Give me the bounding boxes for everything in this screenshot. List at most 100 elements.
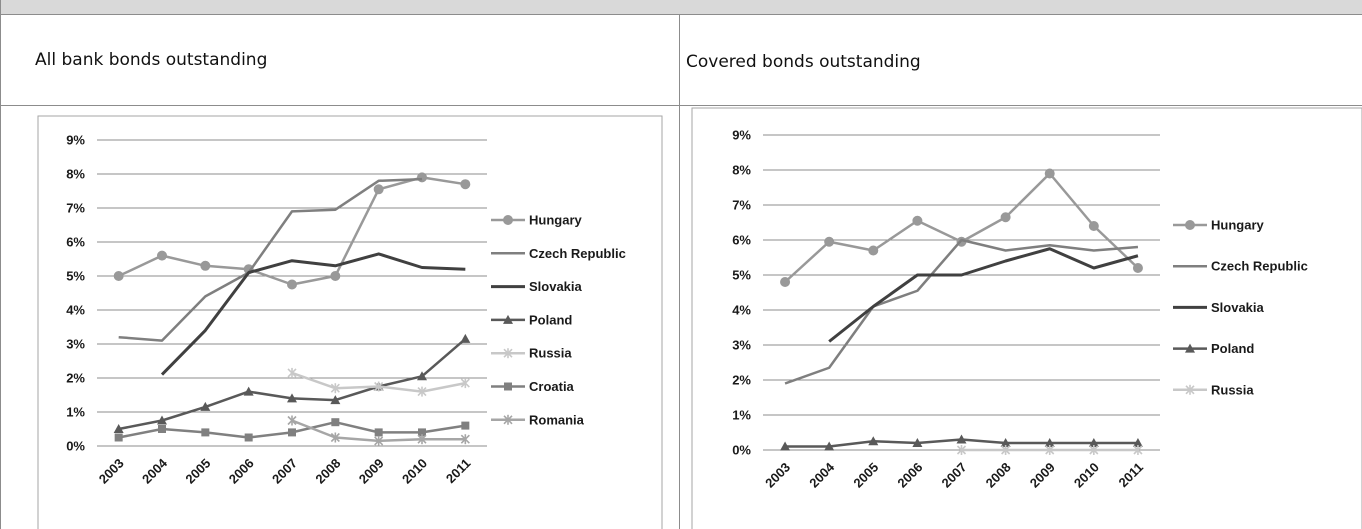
right-series-russia-point bbox=[956, 445, 967, 455]
left-legend-croatia: Croatia bbox=[491, 379, 575, 394]
left-series-hungary bbox=[113, 172, 471, 290]
right-series-slovakia-line bbox=[828, 247, 1139, 343]
right-series-hungary-point bbox=[868, 245, 879, 256]
left-series-slovakia-line bbox=[160, 252, 466, 376]
left-series-croatia-point bbox=[158, 425, 166, 433]
left-series-romania bbox=[287, 415, 470, 446]
left-series-croatia-point bbox=[244, 433, 253, 442]
right-series-hungary-point bbox=[1132, 263, 1143, 273]
left-series-poland-point bbox=[330, 395, 341, 405]
right-series-poland-point bbox=[1000, 438, 1011, 447]
left-series-czech-republic-line bbox=[118, 177, 423, 342]
right-series-poland bbox=[780, 434, 1143, 451]
right-legend-hungary-marker bbox=[1185, 220, 1195, 230]
left-y-tick-label: 9% bbox=[66, 133, 85, 148]
left-y-tick-label: 0% bbox=[66, 439, 85, 454]
left-y-tick-label: 6% bbox=[66, 235, 85, 250]
left-series-croatia-point bbox=[331, 418, 340, 427]
left-series-croatia-point bbox=[288, 428, 296, 437]
left-legend-romania-label: Romania bbox=[529, 412, 585, 427]
left-y-tick-label: 3% bbox=[66, 337, 85, 352]
right-legend-czech-republic-label: Czech Republic bbox=[1211, 259, 1308, 274]
right-y-tick-label: 9% bbox=[732, 128, 751, 143]
left-legend-poland-label: Poland bbox=[529, 312, 572, 327]
right-series-poland-point bbox=[1132, 438, 1143, 447]
left-series-hungary-point bbox=[200, 260, 211, 271]
right-y-tick-label: 8% bbox=[732, 163, 751, 178]
left-legend-croatia-marker bbox=[504, 382, 512, 391]
right-legend-poland-label: Poland bbox=[1211, 341, 1254, 356]
left-legend-slovakia: Slovakia bbox=[491, 279, 583, 294]
left-panel-title: All bank bonds outstanding bbox=[35, 50, 268, 70]
right-y-tick-label: 4% bbox=[732, 303, 751, 318]
right-series-czech-republic-line bbox=[784, 238, 1139, 385]
left-series-poland-point bbox=[417, 371, 427, 381]
left-series-romania-point bbox=[417, 434, 427, 445]
left-series-poland-point bbox=[113, 424, 124, 433]
all-bank-bonds-chart: 0%1%2%3%4%5%6%7%8%9%2003 2004 2005 2006 2007… bbox=[37, 115, 663, 529]
left-y-tick-label: 7% bbox=[66, 201, 85, 216]
left-series-croatia bbox=[114, 418, 470, 442]
left-legend-russia-label: Russia bbox=[529, 346, 572, 361]
left-series-russia-point bbox=[417, 386, 427, 397]
right-y-tick-label: 6% bbox=[732, 233, 751, 248]
right-series-hungary-point bbox=[824, 236, 835, 247]
right-series-poland-point bbox=[1044, 438, 1055, 447]
right-y-tick-label: 1% bbox=[732, 408, 751, 423]
right-series-russia bbox=[956, 445, 1143, 455]
left-y-tick-label: 5% bbox=[66, 269, 85, 284]
right-series-hungary-point bbox=[1044, 168, 1055, 179]
right-series-slovakia bbox=[828, 247, 1139, 343]
right-series-poland-point bbox=[1088, 438, 1099, 447]
right-series-poland-point bbox=[868, 436, 879, 446]
right-series-hungary-point bbox=[1088, 221, 1099, 231]
left-series-hungary-point bbox=[417, 172, 427, 183]
right-series-russia-point bbox=[1133, 445, 1143, 455]
left-series-romania-point bbox=[330, 432, 340, 443]
left-legend-romania: Romania bbox=[491, 412, 585, 427]
left-header-cell: All bank bonds outstanding bbox=[1, 15, 679, 106]
left-legend-czech-republic-label: Czech Republic bbox=[529, 246, 626, 261]
left-legend-romania-marker bbox=[503, 414, 513, 425]
table-left-border bbox=[0, 0, 1, 529]
right-series-poland-point bbox=[780, 441, 791, 451]
left-y-tick-label: 1% bbox=[66, 405, 85, 420]
right-y-tick-label: 3% bbox=[732, 338, 751, 353]
left-series-hungary-point bbox=[157, 250, 167, 261]
left-legend-czech-republic: Czech Republic bbox=[491, 246, 626, 261]
right-y-tick-label: 2% bbox=[732, 373, 751, 388]
left-series-russia-point bbox=[374, 381, 384, 392]
right-series-hungary-point bbox=[780, 277, 791, 287]
left-legend-hungary-label: Hungary bbox=[529, 213, 583, 228]
right-series-russia-point bbox=[1089, 445, 1099, 455]
left-legend-poland-marker bbox=[503, 314, 513, 324]
left-series-hungary-point bbox=[373, 184, 384, 195]
right-legend-poland: Poland bbox=[1173, 341, 1254, 356]
right-series-russia-point bbox=[1001, 445, 1011, 455]
left-legend-hungary: Hungary bbox=[491, 213, 583, 228]
left-series-poland-point bbox=[460, 333, 471, 343]
table-top-bar bbox=[0, 0, 1362, 15]
right-y-tick-label: 0% bbox=[732, 443, 751, 458]
left-series-poland-point bbox=[243, 386, 254, 396]
left-series-poland-point bbox=[287, 393, 297, 403]
left-series-croatia-point bbox=[374, 428, 383, 437]
left-series-hungary-point bbox=[287, 279, 297, 290]
right-plot-frame bbox=[691, 107, 1362, 529]
left-legend-slovakia-label: Slovakia bbox=[529, 279, 583, 294]
right-legend-poland-marker bbox=[1185, 343, 1195, 353]
right-series-poland-point bbox=[824, 441, 835, 451]
right-legend-czech-republic: Czech Republic bbox=[1173, 259, 1308, 274]
left-series-croatia-point bbox=[201, 428, 210, 437]
left-series-hungary-point bbox=[330, 271, 341, 281]
left-series-russia-point bbox=[330, 383, 340, 394]
left-series-croatia-point bbox=[114, 433, 123, 442]
right-header-cell: Covered bonds outstanding bbox=[680, 15, 1362, 106]
right-legend-slovakia-label: Slovakia bbox=[1211, 300, 1265, 315]
right-y-tick-label: 7% bbox=[732, 198, 751, 213]
left-series-slovakia bbox=[160, 252, 466, 376]
left-y-tick-label: 8% bbox=[66, 167, 85, 182]
right-series-hungary-point bbox=[912, 215, 923, 226]
right-legend-hungary: Hungary bbox=[1173, 218, 1265, 233]
right-series-russia-point bbox=[1045, 445, 1055, 455]
